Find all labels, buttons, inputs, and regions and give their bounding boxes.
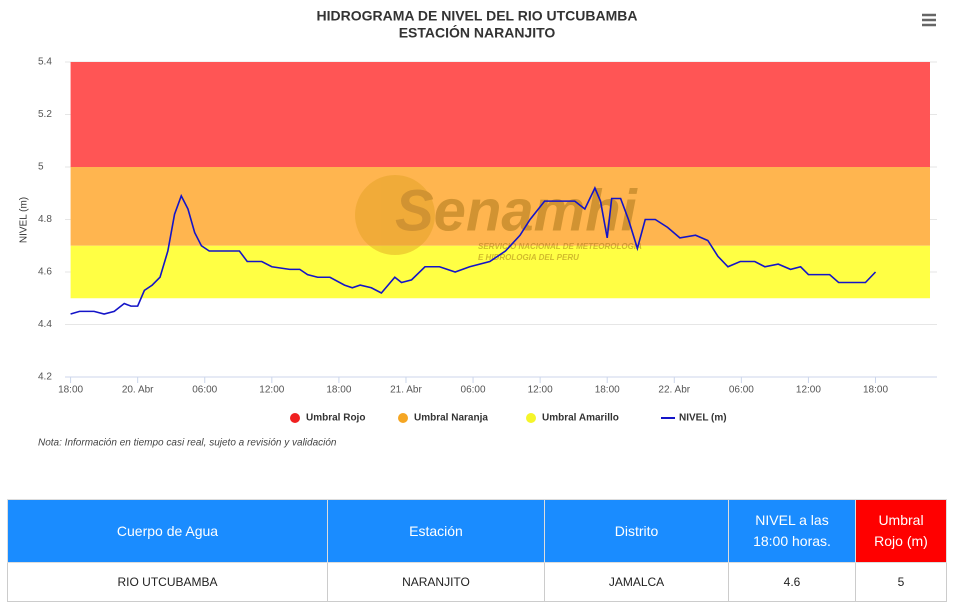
legend-item[interactable]: NIVEL (m)	[661, 413, 727, 424]
y-tick-label: 5	[38, 162, 44, 173]
legend-marker	[398, 413, 408, 423]
chart: HIDROGRAMA DE NIVEL DEL RIO UTCUBAMBA ES…	[19, 8, 937, 449]
cell: 5	[855, 562, 947, 602]
menu-button[interactable]	[922, 13, 936, 27]
watermark-line: E HIDROLOGIA DEL PERU	[478, 253, 579, 262]
table-header: Cuerpo de Agua Estación Distrito NIVEL a…	[7, 499, 947, 563]
chart-subtitle: ESTACIÓN NARANJITO	[399, 24, 556, 41]
x-tick-label: 18:00	[326, 385, 351, 396]
watermark-sun	[355, 175, 435, 255]
x-tick-label: 12:00	[796, 385, 821, 396]
threshold-band	[70, 167, 931, 246]
note: Nota: Información en tiempo casi real, s…	[38, 438, 337, 449]
x-tick-label: 18:00	[863, 385, 888, 396]
legend-marker	[526, 413, 536, 423]
chart-title: HIDROGRAMA DE NIVEL DEL RIO UTCUBAMBA	[317, 8, 638, 24]
cell: NARANJITO	[327, 562, 545, 602]
legend-item[interactable]: Umbral Naranja	[398, 413, 488, 424]
data-table: Cuerpo de Agua Estación Distrito NIVEL a…	[7, 499, 947, 602]
x-tick-label: 22. Abr	[658, 385, 690, 396]
table-row: RIO UTCUBAMBA NARANJITO JAMALCA 4.6 5	[7, 562, 947, 602]
y-tick-label: 4.2	[38, 372, 52, 383]
y-tick-label: 5.2	[38, 109, 52, 120]
x-tick-label: 20. Abr	[122, 385, 154, 396]
legend-item[interactable]: Umbral Rojo	[290, 413, 365, 424]
legend-marker	[290, 413, 300, 423]
header-cell: Cuerpo de Agua	[7, 499, 328, 563]
y-tick-label: 5.4	[38, 57, 52, 68]
header-cell: Estación	[327, 499, 545, 563]
y-tick-label: 4.4	[38, 319, 52, 330]
y-axis-title: NIVEL (m)	[19, 197, 30, 243]
line-series	[70, 186, 877, 315]
watermark-line: SERVICIO NACIONAL DE METEOROLOGIA	[478, 242, 642, 251]
legend-label: Umbral Naranja	[414, 413, 488, 424]
header-cell: Umbral Rojo (m)	[855, 499, 947, 563]
y-tick-label: 4.6	[38, 267, 52, 278]
y-tick-label: 4.8	[38, 214, 52, 225]
x-tick-label: 12:00	[259, 385, 284, 396]
header-cell: NIVEL a las 18:00 horas.	[728, 499, 856, 563]
legend-label: NIVEL (m)	[679, 413, 727, 424]
x-tick-label: 18:00	[595, 385, 620, 396]
legend-label: Umbral Rojo	[306, 413, 365, 424]
legend-item[interactable]: Umbral Amarillo	[526, 413, 619, 424]
cell: 4.6	[728, 562, 856, 602]
threshold-band	[70, 62, 931, 167]
x-tick-label: 06:00	[461, 385, 486, 396]
x-tick-label: 12:00	[528, 385, 553, 396]
watermark-title: Senamhi	[395, 178, 639, 243]
header-cell: Distrito	[544, 499, 729, 563]
cell: JAMALCA	[544, 562, 729, 602]
x-tick-label: 18:00	[58, 385, 83, 396]
legend-label: Umbral Amarillo	[542, 413, 619, 424]
x-tick-label: 06:00	[192, 385, 217, 396]
x-tick-label: 06:00	[729, 385, 754, 396]
x-tick-label: 21. Abr	[390, 385, 422, 396]
cell: RIO UTCUBAMBA	[7, 562, 328, 602]
